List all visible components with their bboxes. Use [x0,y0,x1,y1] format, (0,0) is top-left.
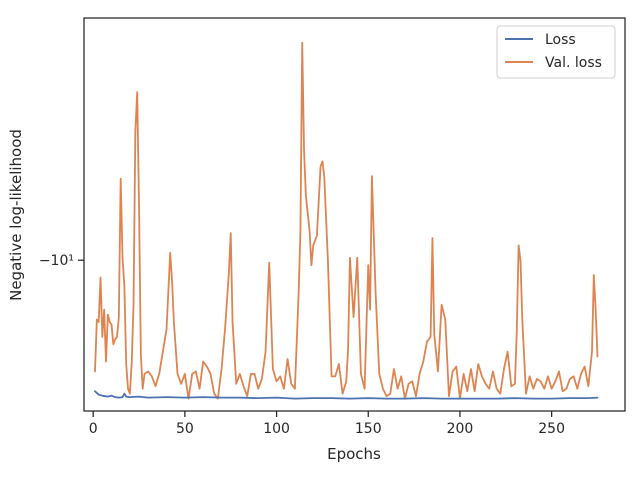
axes-frame [83,17,626,412]
x-tick-label: 0 [89,421,98,437]
x-tick-label: 50 [176,421,194,437]
x-axis-ticks: 0 50 100 150 200 250 [89,411,565,437]
series-layer [94,41,599,400]
x-tick-label: 100 [263,421,290,437]
x-tick-label: 150 [355,421,382,437]
x-tick-label: 250 [538,421,565,437]
y-axis-label: Negative log-likelihood [7,129,25,301]
x-axis-label: Epochs [327,445,381,463]
y-tick-label: −10¹ [39,253,74,269]
y-axis-ticks: −10¹ [39,253,84,269]
legend: Loss Val. loss [496,25,616,79]
series-line-loss [94,390,599,400]
series-line-val-loss [94,41,599,400]
legend-label-loss: Loss [545,32,576,48]
legend-label-val-loss: Val. loss [545,55,602,71]
x-tick-label: 200 [447,421,474,437]
